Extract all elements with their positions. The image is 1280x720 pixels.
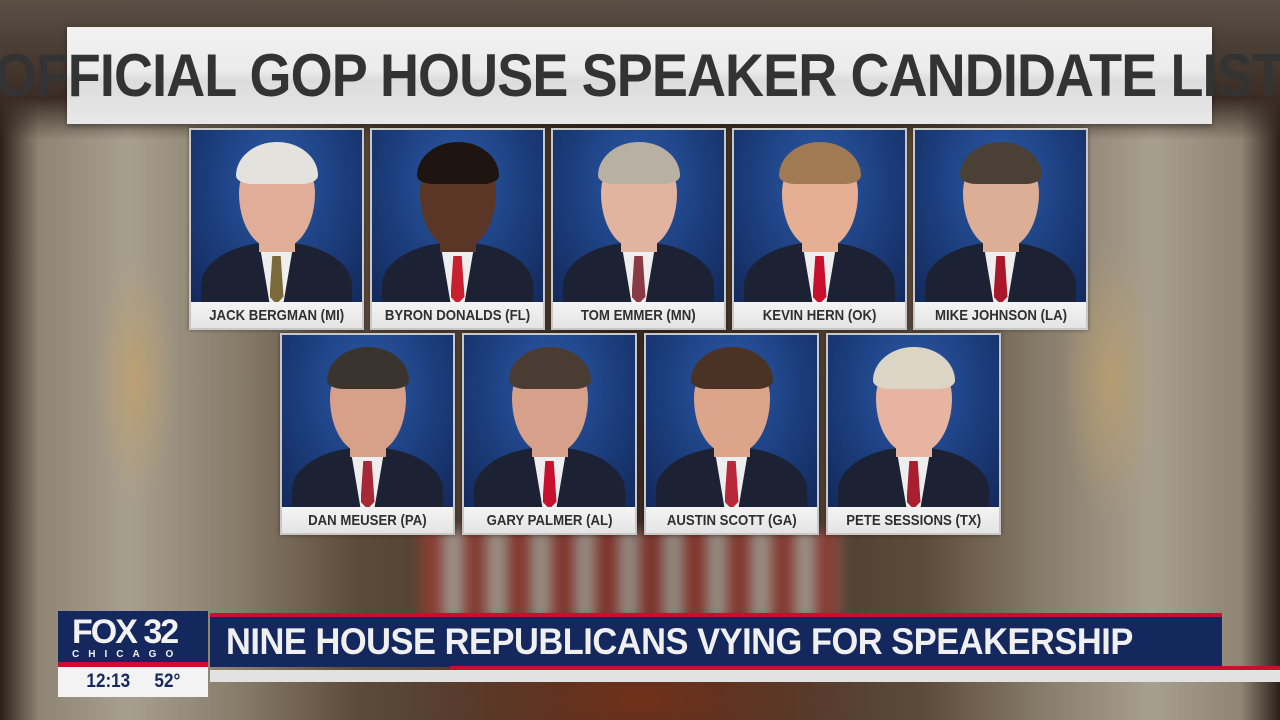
candidate-name-label: DAN MEUSER (PA) [282,507,453,533]
candidate-name-label: PETE SESSIONS (TX) [828,507,999,533]
current-temperature: 52° [154,671,181,692]
candidate-photo [646,335,817,509]
candidate-card-sessions: PETE SESSIONS (TX) [826,333,1001,535]
station-city-text: CHICAGO [72,649,183,660]
background-flag-blur [420,530,840,620]
candidate-card-donalds: BYRON DONALDS (FL) [370,128,545,330]
time-weather-strip: 12:13 52° [58,667,208,697]
current-time: 12:13 [86,671,131,692]
station-logo-text: FOX 32 [72,613,179,651]
headline-bar: NINE HOUSE REPUBLICANS VYING FOR SPEAKER… [210,613,1222,667]
candidate-card-johnson: MIKE JOHNSON (LA) [913,128,1088,330]
candidate-card-hern: KEVIN HERN (OK) [732,128,907,330]
candidate-photo [734,130,905,304]
title-banner: OFFICIAL GOP HOUSE SPEAKER CANDIDATE LIS… [0,27,1280,124]
headline-white-stripe [210,670,1280,682]
candidate-card-palmer: GARY PALMER (AL) [462,333,637,535]
candidate-photo [464,335,635,509]
candidate-name-label: BYRON DONALDS (FL) [372,302,543,328]
headline-text: NINE HOUSE REPUBLICANS VYING FOR SPEAKER… [226,621,1133,662]
title-banner-text: OFFICIAL GOP HOUSE SPEAKER CANDIDATE LIS… [0,42,1280,109]
candidate-name-label: TOM EMMER (MN) [553,302,724,328]
candidate-photo [553,130,724,304]
station-logo: FOX 32 CHICAGO [58,611,208,667]
candidate-name-label: JACK BERGMAN (MI) [191,302,362,328]
candidate-card-meuser: DAN MEUSER (PA) [280,333,455,535]
station-logo-bug: FOX 32 CHICAGO 12:13 52° [58,611,208,697]
candidate-photo [282,335,453,509]
candidate-card-bergman: JACK BERGMAN (MI) [189,128,364,330]
candidate-name-label: AUSTIN SCOTT (GA) [646,507,817,533]
headline-red-stripe [450,666,1280,670]
candidate-name-label: KEVIN HERN (OK) [734,302,905,328]
candidate-photo [915,130,1086,304]
candidate-name-label: MIKE JOHNSON (LA) [915,302,1086,328]
candidate-card-emmer: TOM EMMER (MN) [551,128,726,330]
candidate-photo [828,335,999,509]
candidate-name-label: GARY PALMER (AL) [464,507,635,533]
candidate-photo [191,130,362,304]
candidate-card-scott: AUSTIN SCOTT (GA) [644,333,819,535]
candidate-photo [372,130,543,304]
